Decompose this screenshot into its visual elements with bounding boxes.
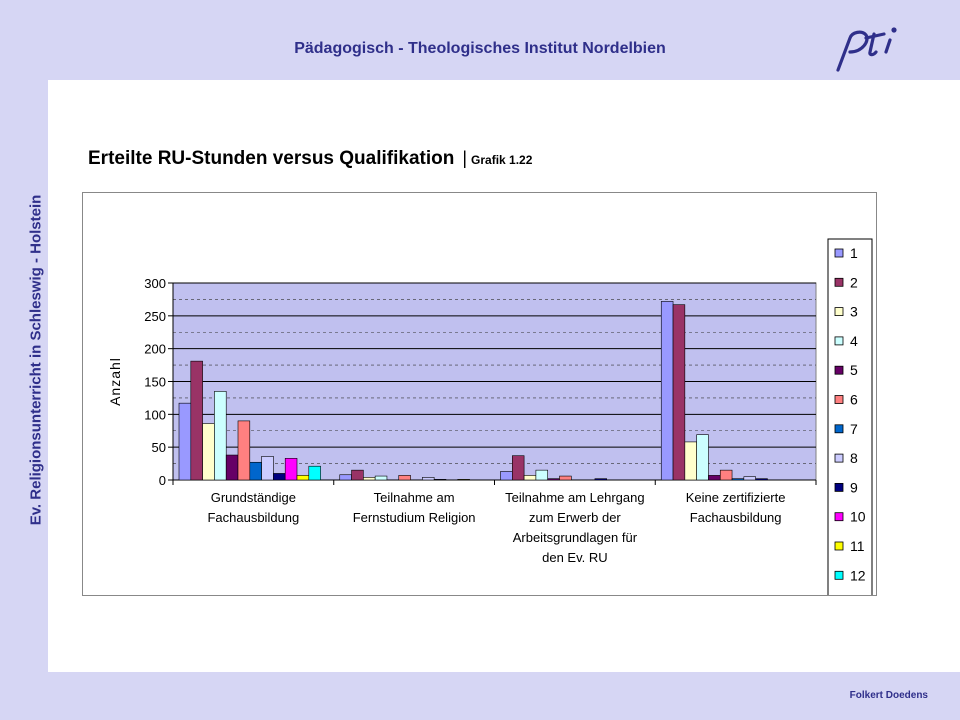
bar-series-6 xyxy=(559,475,572,481)
legend-label: 11 xyxy=(850,538,865,554)
bar-series-2 xyxy=(672,304,686,481)
legend-label: 9 xyxy=(850,479,858,495)
bar-series-9 xyxy=(433,479,447,481)
legend-swatch xyxy=(834,248,844,258)
bar-series-5 xyxy=(225,454,239,481)
bar-series-4 xyxy=(374,475,388,481)
legend-swatch xyxy=(834,395,844,404)
bar-series-9 xyxy=(755,478,768,481)
x-category-label: Arbeitsgrundlagen für xyxy=(513,530,638,545)
x-category-label: zum Erwerb der xyxy=(529,510,621,525)
x-category-label: Teilnahme am Lehrgang xyxy=(505,490,644,505)
legend-label: 6 xyxy=(850,392,858,408)
legend-swatch xyxy=(834,277,844,287)
legend-swatch xyxy=(834,541,844,551)
x-category-label: Fernstudium Religion xyxy=(353,510,476,525)
y-tick-label: 50 xyxy=(152,440,166,455)
bar-series-3 xyxy=(523,475,537,481)
bar-series-2 xyxy=(351,469,364,481)
legend-swatch xyxy=(834,482,844,492)
y-tick-label: 100 xyxy=(144,407,166,422)
bar-series-9 xyxy=(594,478,607,481)
bar-series-10 xyxy=(284,458,298,481)
bar-series-3 xyxy=(202,423,215,481)
y-tick-label: 300 xyxy=(144,276,166,291)
chart-heading: Erteilte RU-Stunden versus Qualifikation… xyxy=(88,148,532,170)
y-tick-label: 150 xyxy=(144,375,166,390)
bar-series-2 xyxy=(190,360,203,481)
logo-text: pti xyxy=(830,72,832,75)
bar-series-11 xyxy=(457,479,470,481)
bar-series-1 xyxy=(339,474,352,481)
bar-series-8 xyxy=(743,476,756,481)
bar-series-7 xyxy=(731,478,745,481)
bar-series-1 xyxy=(660,301,674,481)
y-tick-label: 0 xyxy=(159,473,166,488)
x-category-label: Fachausbildung xyxy=(207,510,299,525)
y-axis-label: Anzahl xyxy=(107,357,123,406)
y-tick-label: 250 xyxy=(144,309,166,324)
bar-series-5 xyxy=(547,478,560,481)
legend-swatch xyxy=(834,336,844,346)
y-tick-label: 200 xyxy=(144,342,166,357)
slide-content: Erteilte RU-Stunden versus Qualifikation… xyxy=(48,80,960,672)
bar-series-6 xyxy=(398,475,411,481)
bar-series-8 xyxy=(422,477,435,481)
legend-label: 2 xyxy=(850,274,858,290)
pti-logo: pti xyxy=(830,27,897,75)
x-category-label: Keine zertifizierte xyxy=(686,490,786,505)
x-category-label: Teilnahme am xyxy=(374,490,455,505)
x-category-label: Fachausbildung xyxy=(690,510,782,525)
legend-swatch xyxy=(834,424,844,434)
bar-series-1 xyxy=(500,471,513,481)
legend-swatch xyxy=(834,453,844,463)
bar-series-3 xyxy=(363,477,376,481)
legend-label: 12 xyxy=(850,567,866,583)
legend-label: 1 xyxy=(850,245,858,261)
chart-frame: 0 50 100 150 200 250 300 Anzahl Grundständige Fac… xyxy=(82,192,877,598)
bar-series-11 xyxy=(296,475,310,481)
legend-swatch xyxy=(834,570,844,580)
bar-series-4 xyxy=(696,434,709,481)
bar-series-6 xyxy=(719,469,733,481)
legend-label: 7 xyxy=(850,421,858,437)
bar-series-12 xyxy=(308,465,321,481)
bar-series-4 xyxy=(535,469,548,481)
legend-swatch xyxy=(834,365,844,375)
bar-chart: 0 50 100 150 200 250 300 Anzahl Grundständige Fac… xyxy=(107,238,873,598)
bar-series-6 xyxy=(237,420,251,481)
legend-label: 5 xyxy=(850,362,858,378)
chart-subtitle: Grafik 1.22 xyxy=(471,153,533,167)
bar-series-4 xyxy=(214,391,227,481)
bar-series-2 xyxy=(511,455,525,481)
sidebar-label: Ev. Religionsunterricht in Schleswig - H… xyxy=(27,194,45,526)
legend-label: 10 xyxy=(850,509,866,525)
bar-series-3 xyxy=(684,441,697,481)
legend-label: 8 xyxy=(850,450,858,466)
x-category-label: den Ev. RU xyxy=(542,550,608,565)
chart-title: Erteilte RU-Stunden versus Qualifikation xyxy=(88,148,455,169)
bar-series-5 xyxy=(708,475,721,481)
bar-series-7 xyxy=(249,461,262,481)
page-header-title: Pädagogisch - Theologisches Institut Nor… xyxy=(294,40,666,57)
bar-series-1 xyxy=(178,402,192,481)
legend-label: 3 xyxy=(850,304,858,320)
x-category-label: Grundständige xyxy=(211,490,296,505)
legend-swatch xyxy=(834,512,844,522)
bar-series-8 xyxy=(261,456,274,481)
footer-author: Folkert Doedens xyxy=(849,690,928,701)
legend-label: 4 xyxy=(850,333,858,349)
bar-series-9 xyxy=(273,473,286,481)
legend-swatch xyxy=(834,307,844,316)
title-separator: | xyxy=(462,148,468,168)
